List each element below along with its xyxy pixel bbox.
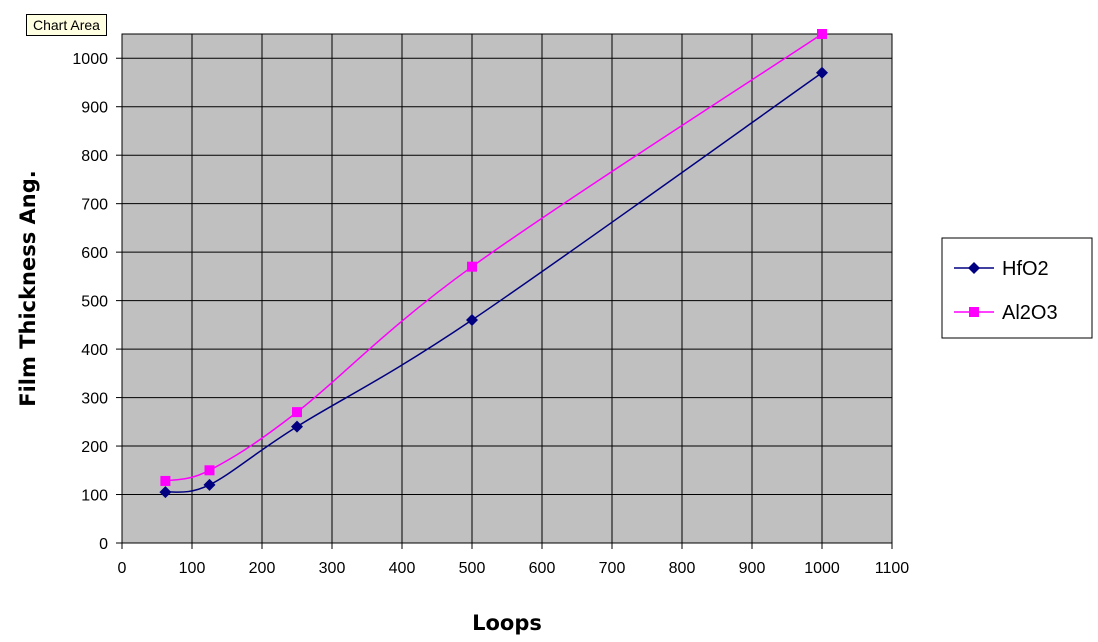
data-point-al2o3[interactable] bbox=[204, 465, 215, 476]
y-tick-label: 100 bbox=[81, 488, 108, 505]
legend-label-hfo2: HfO2 bbox=[1002, 258, 1049, 280]
series-al2o3[interactable] bbox=[160, 29, 827, 486]
series-hfo2[interactable] bbox=[159, 66, 828, 499]
legend-marker-al2o3[interactable] bbox=[969, 307, 979, 317]
y-tick-label: 200 bbox=[81, 439, 108, 456]
y-axis: 0 100 200 300 400 500 600 700 800 900 1000 bbox=[72, 51, 122, 553]
y-tick-label: 0 bbox=[99, 536, 108, 553]
x-tick-label: 100 bbox=[179, 560, 206, 577]
data-point-al2o3[interactable] bbox=[467, 261, 477, 272]
x-tick-label: 200 bbox=[249, 560, 276, 577]
y-tick-label: 300 bbox=[81, 391, 108, 408]
series-group[interactable] bbox=[159, 29, 828, 499]
y-tick-label: 700 bbox=[81, 197, 108, 214]
y-tick-label: 1000 bbox=[72, 51, 108, 68]
legend-box bbox=[941, 237, 1093, 339]
x-tick-label: 0 bbox=[118, 560, 127, 577]
data-point-hfo2[interactable] bbox=[816, 66, 828, 79]
legend-item-al2o3[interactable]: Al2O3 bbox=[954, 302, 1058, 324]
x-axis-title: Loops bbox=[472, 611, 542, 635]
x-tick-label: 900 bbox=[739, 560, 766, 577]
data-point-al2o3[interactable] bbox=[292, 407, 302, 418]
legend[interactable]: HfO2 Al2O3 bbox=[941, 237, 1093, 339]
x-tick-label: 500 bbox=[459, 560, 486, 577]
data-point-al2o3[interactable] bbox=[160, 475, 171, 486]
data-point-hfo2[interactable] bbox=[203, 478, 216, 491]
data-point-hfo2[interactable] bbox=[291, 420, 303, 433]
data-point-al2o3[interactable] bbox=[817, 29, 827, 39]
x-tick-label: 1100 bbox=[875, 560, 910, 577]
y-tick-label: 600 bbox=[81, 245, 108, 262]
data-point-hfo2[interactable] bbox=[466, 314, 478, 327]
legend-marker-hfo2[interactable] bbox=[968, 262, 980, 274]
legend-item-hfo2[interactable]: HfO2 bbox=[954, 258, 1049, 280]
x-tick-label: 600 bbox=[529, 560, 556, 577]
x-tick-label: 700 bbox=[599, 560, 626, 577]
plot-border bbox=[121, 33, 893, 544]
y-axis-title: Film Thickness Ang. bbox=[16, 170, 40, 407]
x-tick-label: 800 bbox=[669, 560, 696, 577]
y-tick-label: 500 bbox=[81, 294, 108, 311]
x-axis: 0 100 200 300 400 500 600 700 800 900 1000 1100 bbox=[118, 543, 910, 577]
legend-label-al2o3: Al2O3 bbox=[1002, 302, 1058, 324]
y-tick-label: 900 bbox=[81, 100, 108, 117]
x-tick-label: 300 bbox=[319, 560, 346, 577]
chart-area-tooltip: Chart Area bbox=[26, 14, 107, 36]
x-tick-label: 400 bbox=[389, 560, 416, 577]
y-tick-label: 400 bbox=[81, 342, 108, 359]
data-point-hfo2[interactable] bbox=[159, 486, 172, 499]
y-tick-label: 800 bbox=[81, 148, 108, 165]
x-tick-label: 1000 bbox=[804, 560, 840, 577]
